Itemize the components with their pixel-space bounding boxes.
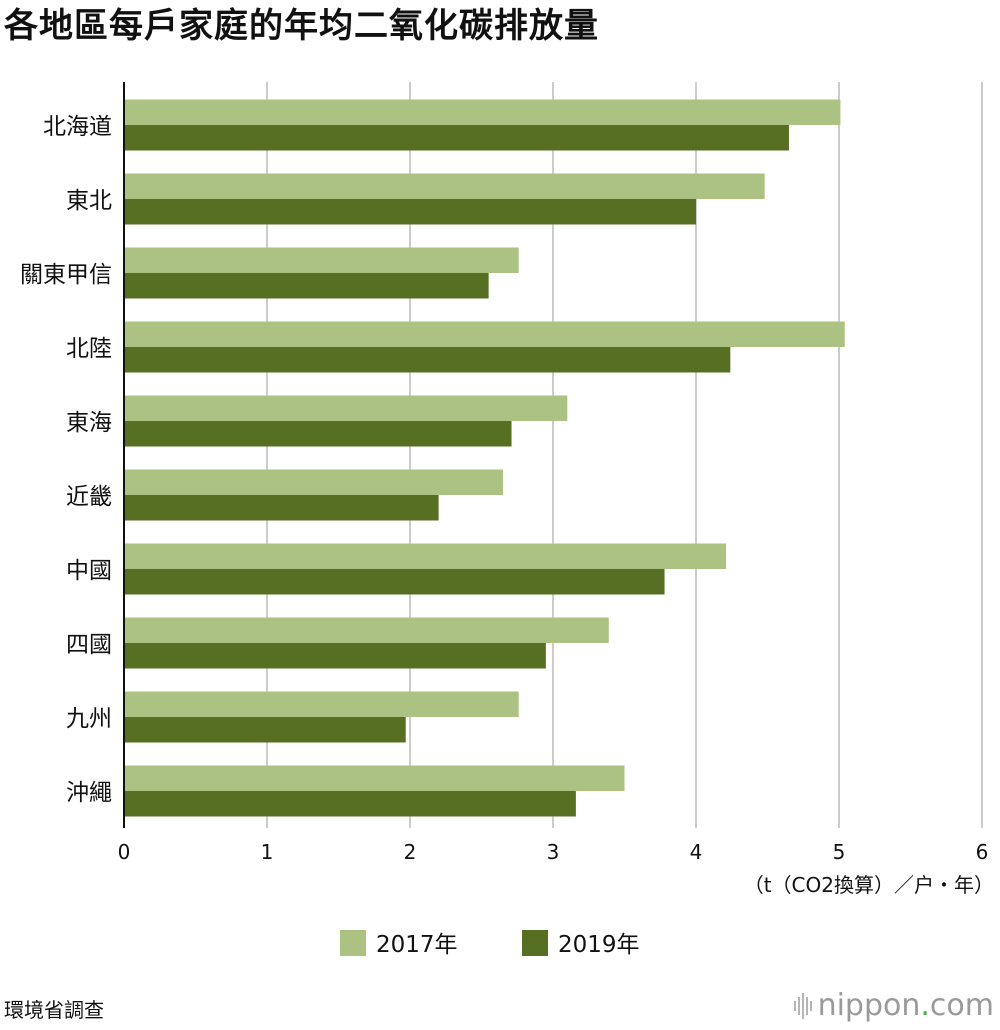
category-label-東北: 東北: [66, 188, 112, 214]
chart-title: 各地區每戶家庭的年均二氧化碳排放量: [4, 6, 599, 46]
nippon-logo[interactable]: nippon.com: [793, 986, 994, 1026]
bar-北陸-2019年: [124, 347, 731, 373]
logo-text: nippon.com: [817, 988, 994, 1023]
legend-swatch-2019年: [522, 930, 548, 956]
legend-label-2019年: 2019年: [558, 932, 640, 958]
category-label-近畿: 近畿: [66, 484, 112, 510]
bar-東北-2017年: [124, 173, 765, 199]
bars: [124, 99, 845, 817]
bar-四國-2019年: [124, 643, 546, 669]
x-tick-label-3: 3: [547, 840, 560, 864]
category-label-北陸: 北陸: [66, 336, 112, 362]
source-note: 環境省調查: [4, 998, 104, 1022]
x-tick-label-2: 2: [404, 840, 417, 864]
category-label-沖繩: 沖繩: [66, 780, 112, 806]
bar-關東甲信-2019年: [124, 273, 489, 299]
category-label-東海: 東海: [66, 410, 112, 436]
x-tick-label-6: 6: [976, 840, 989, 864]
legend-swatch-2017年: [340, 930, 366, 956]
bar-中國-2019年: [124, 569, 665, 595]
bar-沖繩-2017年: [124, 765, 625, 791]
bar-沖繩-2019年: [124, 791, 576, 817]
bar-近畿-2017年: [124, 469, 503, 495]
category-label-北海道: 北海道: [43, 114, 112, 140]
x-axis-unit-label: （t（CO2換算）／户・年）: [744, 873, 994, 897]
x-tick-label-4: 4: [690, 840, 703, 864]
bar-北海道-2017年: [124, 99, 841, 125]
category-label-九州: 九州: [66, 706, 112, 732]
bar-九州-2019年: [124, 717, 406, 743]
x-tick-label-5: 5: [833, 840, 846, 864]
bar-東北-2019年: [124, 199, 696, 225]
bar-中國-2017年: [124, 543, 727, 569]
bar-九州-2017年: [124, 691, 519, 717]
bar-北海道-2019年: [124, 125, 789, 151]
bar-近畿-2019年: [124, 495, 439, 521]
category-label-中國: 中國: [66, 558, 112, 584]
legend: 2017年 2019年: [340, 930, 640, 958]
category-label-關東甲信: 關東甲信: [20, 262, 112, 288]
bar-北陸-2017年: [124, 321, 845, 347]
legend-label-2017年: 2017年: [376, 932, 458, 958]
bar-關東甲信-2017年: [124, 247, 519, 273]
bar-東海-2019年: [124, 421, 512, 447]
logo-bars-icon: [793, 992, 812, 1020]
x-tick-label-1: 1: [261, 840, 274, 864]
category-label-四國: 四國: [66, 632, 112, 658]
bar-東海-2017年: [124, 395, 568, 421]
bar-四國-2017年: [124, 617, 609, 643]
x-tick-label-0: 0: [118, 840, 131, 864]
